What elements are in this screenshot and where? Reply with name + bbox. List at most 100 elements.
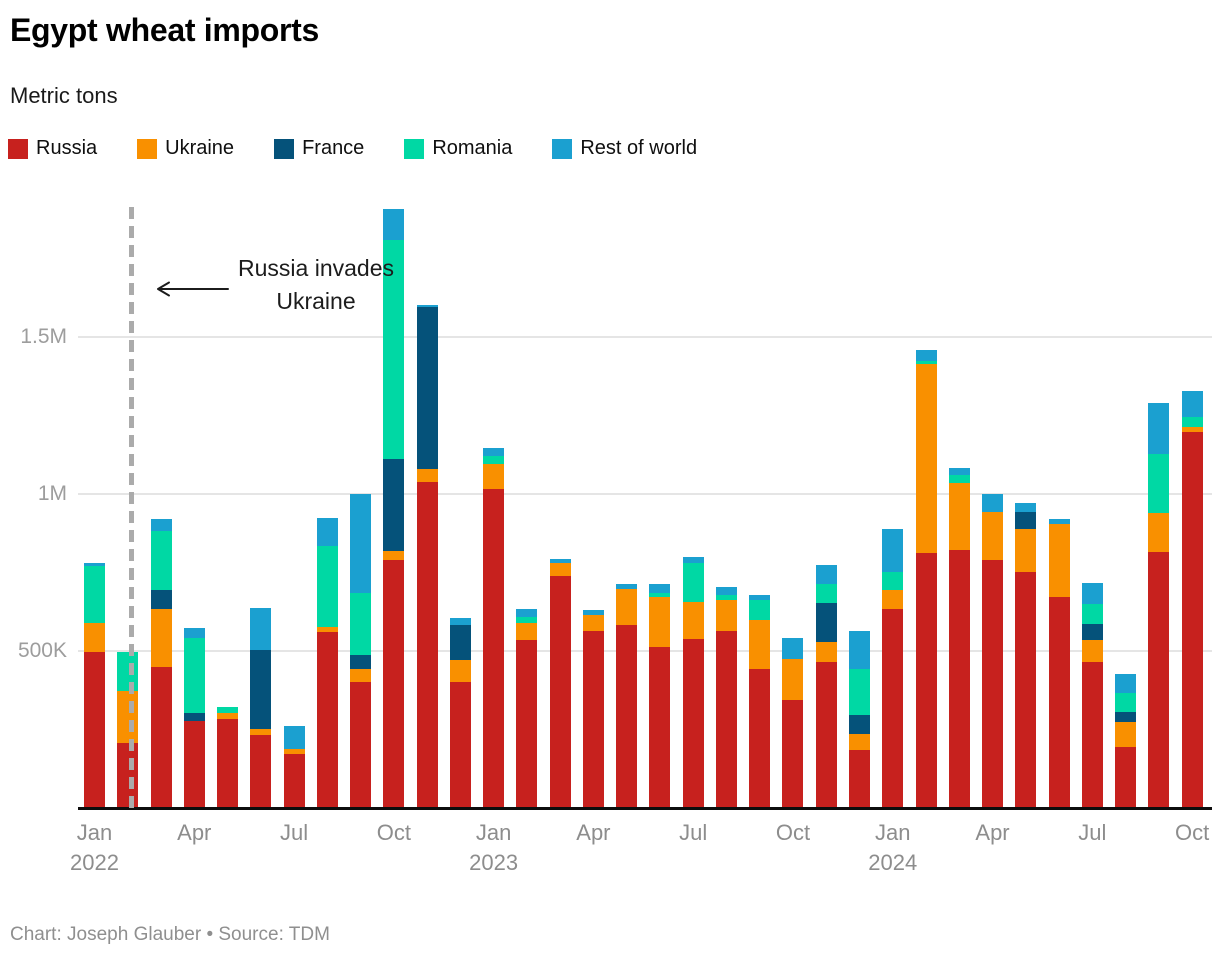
bar-segment-russia-jun-2024 xyxy=(1048,597,1070,808)
legend-swatch-icon xyxy=(137,138,158,159)
bar-segment-russia-aug-2024 xyxy=(1115,746,1137,808)
bar-segment-ukraine-jul-2024 xyxy=(1081,639,1103,663)
bar-segment-rest-of-world-may-2023 xyxy=(616,584,638,589)
bar-segment-rest-of-world-dec-2023 xyxy=(848,631,870,669)
bar-segment-rest-of-world-jan-2022 xyxy=(84,563,105,567)
bar-segment-rest-of-world-jan-2023 xyxy=(483,448,505,457)
bar-segment-rest-of-world-feb-2023 xyxy=(516,609,538,618)
legend-label: France xyxy=(302,137,365,159)
bar-segment-ukraine-jun-2024 xyxy=(1048,524,1070,598)
bar-segment-france-dec-2023 xyxy=(848,714,870,735)
bar-segment-france-oct-2022 xyxy=(383,458,405,552)
bar-segment-russia-feb-2022 xyxy=(117,743,139,808)
bar-segment-ukraine-dec-2022 xyxy=(449,659,471,682)
bar-segment-romania-jun-2023 xyxy=(649,592,671,597)
bar-segment-ukraine-jan-2023 xyxy=(483,464,505,489)
bar-segment-rest-of-world-nov-2022 xyxy=(416,305,438,307)
bar-segment-ukraine-mar-2024 xyxy=(948,483,970,550)
bar-segment-rest-of-world-aug-2022 xyxy=(316,518,338,547)
x-axis-label-Oct: Oct xyxy=(1174,820,1210,845)
bar-segment-russia-jan-2024 xyxy=(882,609,904,808)
chart-subtitle: Metric tons xyxy=(10,83,118,108)
bar-segment-romania-mar-2022 xyxy=(150,531,172,591)
bar-segment-rest-of-world-jan-2024 xyxy=(882,528,904,573)
bar-segment-france-nov-2022 xyxy=(416,306,438,469)
bar-segment-romania-apr-2022 xyxy=(183,638,205,713)
source-credit: Chart: Joseph Glauber • Source: TDM xyxy=(10,924,330,945)
legend-swatch-icon xyxy=(8,138,28,159)
bar-segment-ukraine-feb-2023 xyxy=(516,622,538,640)
bar-segment-romania-aug-2023 xyxy=(715,594,737,601)
x-axis-label-Apr: Apr xyxy=(576,820,611,845)
x-axis-year-label-2022: 2022 xyxy=(70,850,119,875)
bar-segment-rest-of-world-mar-2022 xyxy=(150,519,172,532)
bar-segment-ukraine-sep-2022 xyxy=(350,669,372,682)
bar-segment-france-apr-2022 xyxy=(183,712,205,721)
bar-segment-rest-of-world-mar-2024 xyxy=(948,467,970,476)
bar-segment-rest-of-world-dec-2022 xyxy=(449,618,471,625)
bar-segment-romania-jan-2024 xyxy=(882,572,904,591)
bar-segment-ukraine-apr-2024 xyxy=(982,511,1004,560)
bar-segment-ukraine-oct-2022 xyxy=(383,551,405,560)
bar-segment-romania-may-2022 xyxy=(217,707,239,713)
bar-segment-ukraine-may-2023 xyxy=(616,588,638,625)
bar-segment-ukraine-oct-2023 xyxy=(782,658,804,700)
event-annotation-line1: Russia invades xyxy=(238,255,394,281)
gridline-500K xyxy=(78,649,1212,652)
bar-segment-russia-jul-2023 xyxy=(682,639,704,808)
legend-label: Ukraine xyxy=(165,137,235,159)
legend-item-ukraine: Ukraine xyxy=(137,137,234,160)
legend-item-russia: Russia xyxy=(8,137,97,160)
bar-segment-rest-of-world-aug-2024 xyxy=(1115,674,1137,693)
bar-segment-romania-dec-2023 xyxy=(848,668,870,715)
bar-segment-ukraine-nov-2022 xyxy=(416,468,438,483)
bar-segment-ukraine-aug-2022 xyxy=(316,627,338,633)
bar-segment-france-may-2024 xyxy=(1015,512,1037,529)
x-axis-year-label-2023: 2023 xyxy=(469,850,519,875)
bar-segment-ukraine-aug-2024 xyxy=(1115,722,1137,747)
bar-segment-ukraine-jan-2024 xyxy=(882,590,904,610)
bar-segment-rest-of-world-mar-2023 xyxy=(549,558,571,564)
bar-segment-romania-sep-2023 xyxy=(749,600,771,621)
bar-segment-ukraine-oct-2024 xyxy=(1181,427,1203,432)
event-annotation: Russia invades Ukraine xyxy=(211,252,421,318)
bar-segment-romania-jul-2024 xyxy=(1081,603,1103,624)
bar-segment-ukraine-jan-2022 xyxy=(84,623,105,653)
bar-segment-rest-of-world-apr-2023 xyxy=(582,610,604,616)
bar-segment-france-aug-2024 xyxy=(1115,712,1137,723)
bar-segment-rest-of-world-sep-2024 xyxy=(1148,403,1170,455)
bar-segment-romania-feb-2022 xyxy=(117,651,139,692)
bar-segment-france-mar-2022 xyxy=(150,590,172,610)
legend: Russia Ukraine France Romania Rest of world xyxy=(8,137,737,160)
bar-segment-ukraine-jul-2022 xyxy=(283,749,305,754)
gridline-1.5M xyxy=(78,335,1212,338)
bar-segment-rest-of-world-jul-2022 xyxy=(283,726,305,750)
bar-segment-russia-nov-2022 xyxy=(416,482,438,808)
bar-segment-russia-mar-2024 xyxy=(948,549,970,808)
x-axis-label-Apr: Apr xyxy=(177,820,212,845)
bar-segment-ukraine-apr-2023 xyxy=(582,615,604,632)
bar-segment-romania-nov-2023 xyxy=(815,584,837,603)
bar-segment-ukraine-feb-2022 xyxy=(117,691,139,744)
x-axis-year-label-2024: 2024 xyxy=(868,850,918,875)
y-axis-label-1.5M: 1.5M xyxy=(20,324,67,348)
bar-segment-russia-mar-2023 xyxy=(549,575,571,808)
bar-segment-russia-feb-2023 xyxy=(516,639,538,808)
bar-segment-russia-may-2023 xyxy=(616,624,638,808)
bar-segment-rest-of-world-jul-2023 xyxy=(682,557,704,564)
bar-segment-russia-sep-2022 xyxy=(350,681,372,808)
bar-segment-ukraine-mar-2023 xyxy=(549,563,571,576)
bar-segment-russia-oct-2024 xyxy=(1181,431,1203,808)
legend-swatch-icon xyxy=(404,138,425,159)
gridline-1M xyxy=(78,492,1212,495)
bar-segment-ukraine-jun-2022 xyxy=(250,729,272,735)
bar-segment-france-dec-2022 xyxy=(449,624,471,660)
bar-segment-rest-of-world-apr-2022 xyxy=(183,628,205,639)
bar-segment-ukraine-sep-2023 xyxy=(749,620,771,669)
y-axis-label-500K: 500K xyxy=(17,638,67,662)
bar-segment-russia-jul-2022 xyxy=(283,753,305,808)
bar-segment-rest-of-world-jun-2022 xyxy=(250,608,272,650)
bar-segment-ukraine-feb-2024 xyxy=(915,364,937,553)
bar-segment-russia-oct-2022 xyxy=(383,559,405,808)
